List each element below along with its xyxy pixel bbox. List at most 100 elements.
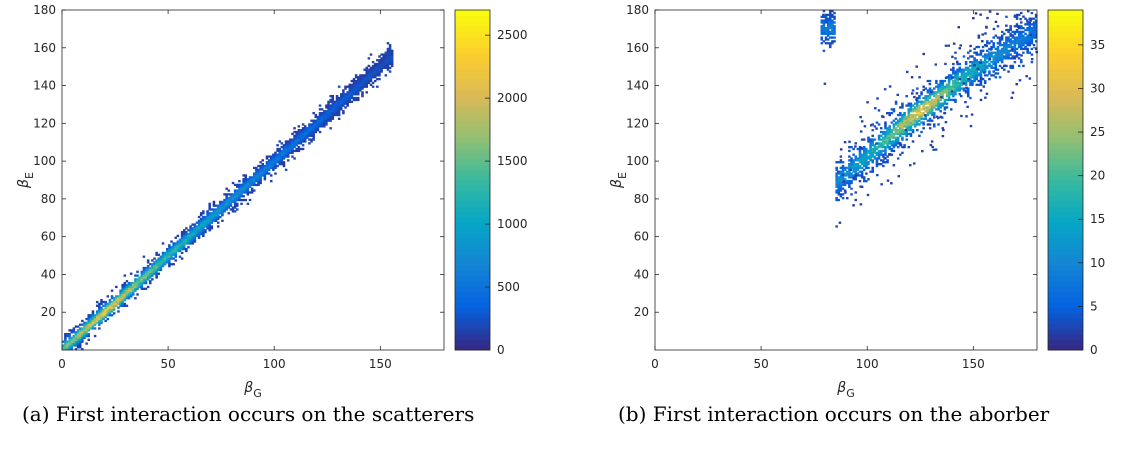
- heatmap-cell: [843, 172, 847, 175]
- heatmap-cell: [180, 240, 184, 243]
- heatmap-cell: [916, 113, 919, 117]
- heatmap-cell: [337, 106, 341, 109]
- heatmap-cell: [142, 276, 146, 279]
- heatmap-cell: [189, 238, 192, 241]
- heatmap-cell: [979, 59, 983, 62]
- heatmap-cell: [884, 132, 887, 136]
- heatmap-cell: [903, 112, 906, 115]
- heatmap-cell: [242, 183, 245, 187]
- heatmap-cell: [937, 98, 940, 102]
- heatmap-cell: [356, 98, 360, 102]
- heatmap-cell: [85, 333, 88, 336]
- heatmap-cell: [975, 83, 978, 86]
- heatmap-cell: [899, 121, 902, 124]
- heatmap-cell: [1013, 32, 1017, 35]
- heatmap-cell: [117, 297, 120, 300]
- heatmap-cell: [350, 87, 354, 90]
- heatmap-cell: [879, 153, 883, 156]
- y-axis-label: βE: [609, 172, 629, 189]
- heatmap-cell: [284, 144, 288, 147]
- heatmap-cell: [98, 312, 101, 315]
- heatmap-cell: [841, 176, 845, 179]
- heatmap-cell: [155, 253, 158, 256]
- heatmap-cell: [854, 198, 858, 202]
- heatmap-cell: [979, 83, 983, 86]
- heatmap-cell: [969, 124, 973, 128]
- heatmap-cell: [824, 28, 828, 32]
- heatmap-cell: [831, 28, 834, 32]
- heatmap-cell: [930, 106, 934, 109]
- colorbar-segment: [455, 291, 490, 298]
- heatmap-cell: [386, 49, 390, 52]
- heatmap-cell: [907, 121, 911, 124]
- heatmap-cell: [187, 229, 190, 232]
- heatmap-cell: [986, 64, 989, 68]
- heatmap-cell: [293, 144, 296, 147]
- heatmap-cell: [826, 17, 830, 20]
- heatmap-cell: [100, 312, 103, 315]
- x-tick-label: 100: [263, 357, 286, 371]
- heatmap-cell: [297, 149, 301, 153]
- heatmap-cell: [954, 85, 957, 88]
- heatmap-cell: [257, 170, 260, 173]
- heatmap-cell: [231, 193, 235, 196]
- heatmap-cell: [911, 117, 915, 120]
- heatmap-cell: [376, 74, 379, 77]
- heatmap-cell: [225, 200, 228, 204]
- heatmap-cell: [350, 95, 354, 98]
- heatmap-cell: [308, 142, 311, 145]
- colorbar-segment: [1048, 100, 1083, 107]
- heatmap-cell: [350, 79, 354, 83]
- colorbar-segment: [455, 41, 490, 48]
- heatmap-cell: [208, 223, 211, 226]
- heatmap-cell: [988, 64, 991, 68]
- heatmap-cell: [971, 74, 974, 77]
- heatmap-cell: [829, 44, 832, 47]
- heatmap-cell: [892, 127, 896, 130]
- heatmap-cell: [138, 278, 141, 281]
- heatmap-cell: [180, 244, 184, 247]
- heatmap-cell: [100, 308, 103, 311]
- heatmap-cell: [877, 163, 881, 166]
- heatmap-cell: [106, 312, 110, 315]
- heatmap-cell: [214, 210, 218, 213]
- heatmap-cell: [956, 76, 959, 79]
- heatmap-cell: [98, 314, 101, 317]
- colorbar-segment: [455, 323, 490, 330]
- heatmap-cell: [142, 266, 146, 270]
- heatmap-cell: [1009, 42, 1012, 45]
- heatmap-cell: [1020, 54, 1023, 57]
- heatmap-cell: [242, 191, 245, 194]
- heatmap-cell: [856, 168, 860, 171]
- heatmap-cell: [913, 123, 917, 126]
- y-tick-label: 120: [33, 116, 56, 130]
- heatmap-cell: [185, 234, 188, 238]
- heatmap-cell: [106, 295, 110, 298]
- heatmap-cell: [316, 127, 320, 130]
- heatmap-cell: [862, 146, 866, 149]
- heatmap-cell: [964, 78, 968, 81]
- heatmap-cell: [140, 270, 144, 273]
- heatmap-cell: [972, 17, 975, 20]
- heatmap-cell: [888, 112, 891, 115]
- heatmap-cell: [340, 102, 343, 105]
- heatmap-cell: [962, 78, 966, 81]
- heatmap-cell: [282, 144, 286, 147]
- heatmap-cell: [291, 149, 294, 153]
- heatmap-cell: [159, 261, 163, 264]
- heatmap-cell: [926, 123, 930, 126]
- heatmap-cell: [943, 87, 947, 90]
- heatmap-cell: [1017, 64, 1021, 68]
- heatmap-cell: [928, 123, 932, 126]
- heatmap-cell: [867, 161, 870, 164]
- heatmap-cell: [348, 89, 352, 92]
- heatmap-cell: [884, 161, 887, 164]
- heatmap-cell: [877, 123, 881, 126]
- heatmap-cell: [1028, 32, 1032, 35]
- heatmap-cell: [899, 112, 902, 115]
- heatmap-cell: [958, 76, 961, 79]
- heatmap-cell: [1030, 30, 1034, 34]
- heatmap-cell: [98, 304, 101, 307]
- heatmap-cell: [253, 183, 256, 187]
- heatmap-cell: [956, 60, 959, 63]
